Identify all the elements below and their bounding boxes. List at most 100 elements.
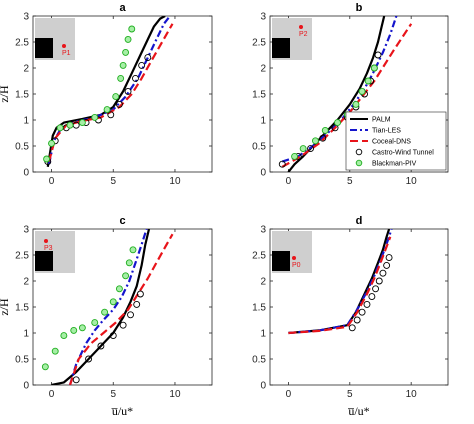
y-tick-label: 0.5 xyxy=(252,355,266,366)
data-point-castro-wind-tunnel xyxy=(375,277,383,285)
y-tick-label: 3 xyxy=(23,225,29,236)
data-point-blackman-piv xyxy=(109,298,117,306)
inset-probe-marker xyxy=(62,44,66,48)
inset-building xyxy=(272,251,290,271)
inset-probe-marker xyxy=(44,239,48,243)
data-point-blackman-piv xyxy=(43,155,51,163)
inset-probe-label: P0 xyxy=(292,262,301,269)
data-point-castro-wind-tunnel xyxy=(307,145,314,153)
legend-label-castro-wind-tunnel: Castro-Wind Tunnel xyxy=(372,150,434,157)
data-point-blackman-piv xyxy=(311,137,319,145)
y-tick-label: 0 xyxy=(260,168,266,179)
series-line-tian-les xyxy=(68,229,148,385)
x-tick-label: 5 xyxy=(110,389,116,400)
inset-schematic: P2 xyxy=(272,18,312,60)
data-point-castro-wind-tunnel xyxy=(358,308,366,316)
data-point-castro-wind-tunnel xyxy=(138,61,146,69)
y-tick-label: 1 xyxy=(23,116,29,127)
data-point-blackman-piv xyxy=(334,119,341,127)
data-point-blackman-piv xyxy=(112,93,120,101)
data-point-castro-wind-tunnel xyxy=(348,324,356,332)
y-tick-label: 2.5 xyxy=(252,38,266,49)
y-tick-label: 2 xyxy=(260,64,266,75)
x-tick-label: 0 xyxy=(49,176,55,187)
legend-label-coceal-dns: Coceal-DNS xyxy=(372,139,411,146)
panel-title: d xyxy=(356,215,363,227)
data-point-castro-wind-tunnel xyxy=(97,342,105,350)
data-point-blackman-piv xyxy=(119,61,127,69)
inset-schematic: P0 xyxy=(272,231,312,273)
panel-a: 0 5 10 0 0.5 1 1.5 2 2.5 3 a z/H P1 xyxy=(0,2,213,187)
legend-label-tian-les: Tian-LES xyxy=(372,128,401,135)
data-point-castro-wind-tunnel xyxy=(368,293,376,301)
x-tick-label: 5 xyxy=(110,176,116,187)
y-tick-label: 2.5 xyxy=(252,251,266,262)
legend: PALM Tian-LES Coceal-DNS Castro-Wind Tunnel… xyxy=(345,111,447,171)
y-tick-label: 0.5 xyxy=(15,355,29,366)
data-point-castro-wind-tunnel xyxy=(132,74,139,82)
x-tick-label: 5 xyxy=(347,176,353,187)
legend-swatch-castro-wind-tunnel xyxy=(355,148,363,156)
plot-area xyxy=(41,229,174,385)
data-point-blackman-piv xyxy=(115,285,123,293)
x-tick-label: 0 xyxy=(49,389,55,400)
y-tick-label: 3 xyxy=(260,12,266,23)
x-tick-label: 10 xyxy=(406,389,418,400)
data-point-blackman-piv xyxy=(78,324,86,332)
data-point-castro-wind-tunnel xyxy=(85,355,93,363)
y-tick-label: 1 xyxy=(260,329,266,340)
y-tick-label: 0 xyxy=(23,381,29,392)
panel-c: 0 5 10 0 0.5 1 1.5 2 2.5 3 c z/H u̅/u* P3 xyxy=(0,215,213,418)
y-tick-label: 2.5 xyxy=(15,251,29,262)
data-point-blackman-piv xyxy=(70,326,78,334)
x-axis-label: u̅/u* xyxy=(111,404,134,418)
y-tick-label: 2.5 xyxy=(15,38,29,49)
inset-building xyxy=(35,38,53,58)
data-point-blackman-piv xyxy=(124,35,132,43)
data-point-blackman-piv xyxy=(299,145,307,153)
panel-d: 0 5 10 0 0.5 1 1.5 2 2.5 3 d u̅/u* P0 xyxy=(252,215,449,418)
data-point-blackman-piv xyxy=(117,74,125,82)
inset-probe-label: P2 xyxy=(299,31,308,38)
data-point-blackman-piv xyxy=(321,126,329,134)
x-tick-label: 0 xyxy=(286,389,292,400)
data-point-castro-wind-tunnel xyxy=(109,332,117,340)
inset-probe-label: P3 xyxy=(44,245,53,252)
y-tick-label: 0 xyxy=(23,168,29,179)
data-point-castro-wind-tunnel xyxy=(115,100,123,108)
data-point-castro-wind-tunnel xyxy=(107,111,115,119)
legend-box xyxy=(345,111,447,171)
data-point-blackman-piv xyxy=(48,139,55,147)
y-tick-label: 0.5 xyxy=(15,142,29,153)
y-tick-label: 1 xyxy=(23,329,29,340)
inset-schematic: P3 xyxy=(35,231,75,273)
y-tick-label: 2 xyxy=(23,64,29,75)
data-point-blackman-piv xyxy=(51,347,59,355)
data-point-blackman-piv xyxy=(60,332,68,340)
inset-building xyxy=(272,38,290,58)
y-tick-label: 0.5 xyxy=(252,142,266,153)
y-tick-label: 1.5 xyxy=(252,303,266,314)
data-point-castro-wind-tunnel xyxy=(385,254,393,262)
data-point-blackman-piv xyxy=(103,106,111,114)
x-tick-label: 0 xyxy=(286,176,292,187)
y-axis-label: z/H xyxy=(0,85,11,103)
plot-area xyxy=(43,16,174,167)
panel-title: a xyxy=(119,2,126,14)
data-point-blackman-piv xyxy=(101,308,109,316)
data-point-blackman-piv xyxy=(129,246,137,254)
legend-swatch-blackman-piv xyxy=(355,159,363,167)
panel-title: c xyxy=(119,215,125,227)
series-line-coceal-dns xyxy=(281,23,413,168)
series-line-coceal-dns xyxy=(68,233,174,385)
data-point-castro-wind-tunnel xyxy=(72,376,80,384)
data-point-blackman-piv xyxy=(91,113,99,121)
x-tick-label: 10 xyxy=(406,176,418,187)
y-tick-label: 2 xyxy=(23,277,29,288)
x-tick-label: 10 xyxy=(169,176,181,187)
y-tick-label: 1.5 xyxy=(15,303,29,314)
y-axis-label: z/H xyxy=(0,298,11,316)
data-point-blackman-piv xyxy=(56,124,64,132)
data-point-castro-wind-tunnel xyxy=(278,160,286,168)
